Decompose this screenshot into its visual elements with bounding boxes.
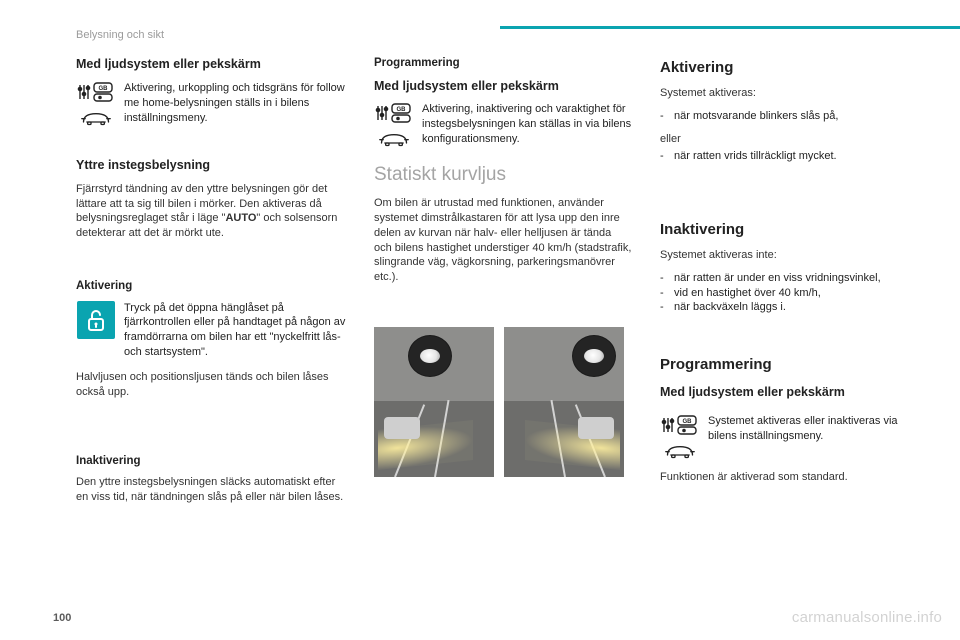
cornering-light-images bbox=[374, 327, 632, 477]
headlight-icon bbox=[572, 335, 616, 377]
lock-text: Tryck på det öppna hänglåset på fjärrkon… bbox=[124, 301, 346, 360]
list-text: vid en hastighet över 40 km/h, bbox=[674, 286, 910, 301]
statiskt-paragraph: Om bilen är utrustad med funktionen, anv… bbox=[374, 196, 632, 285]
content-columns: Med ljudsystem eller pekskärm GB bbox=[76, 52, 920, 513]
heading-programmering-3: Programmering bbox=[660, 355, 910, 375]
column-3: Aktivering Systemet aktiveras: -när mots… bbox=[660, 52, 910, 513]
list-item: -vid en hastighet över 40 km/h, bbox=[660, 286, 910, 301]
akt-intro: Systemet aktiveras: bbox=[660, 86, 910, 101]
settings-icon: GB bbox=[374, 102, 414, 124]
settings-block: GB bbox=[76, 81, 346, 127]
settings-icon: GB bbox=[76, 81, 116, 103]
list-item: -när ratten är under en viss vridningsvi… bbox=[660, 271, 910, 286]
settings-icons-2: GB bbox=[374, 102, 414, 148]
page-number: 100 bbox=[53, 611, 71, 626]
heading-programmering-2: Programmering bbox=[374, 56, 632, 72]
akt-list-2: -när ratten vrids tillräckligt mycket. bbox=[660, 149, 910, 164]
inakt-intro: Systemet aktiveras inte: bbox=[660, 248, 910, 263]
settings-icons: GB bbox=[76, 81, 116, 127]
settings-icon: GB bbox=[660, 414, 700, 436]
final-paragraph: Funktionen är aktiverad som standard. bbox=[660, 470, 910, 485]
settings-icons-3: GB bbox=[660, 414, 700, 460]
heading-yttre: Yttre instegsbelysning bbox=[76, 157, 346, 174]
section-header: Belysning och sikt bbox=[76, 28, 164, 43]
heading-med-3: Med ljudsystem eller pekskärm bbox=[660, 384, 910, 401]
svg-text:GB: GB bbox=[397, 107, 407, 113]
car-front-icon bbox=[377, 128, 411, 148]
lock-block: Tryck på det öppna hänglåset på fjärrkon… bbox=[76, 301, 346, 360]
settings-block-2: GB bbox=[374, 102, 632, 148]
heading-inaktivering-3: Inaktivering bbox=[660, 220, 910, 240]
settings-text-2: Aktivering, inaktivering och varaktighet… bbox=[422, 102, 632, 147]
inaktivering-p: Den yttre instegsbelysningen släcks auto… bbox=[76, 475, 346, 505]
heading-med-ljudsystem: Med ljudsystem eller pekskärm bbox=[76, 56, 346, 73]
akt-list: -när motsvarande blinkers slås på, bbox=[660, 109, 910, 124]
heading-med-2: Med ljudsystem eller pekskärm bbox=[374, 78, 632, 95]
svg-text:GB: GB bbox=[99, 86, 109, 92]
unlock-icon bbox=[77, 301, 115, 339]
settings-text-3: Systemet aktiveras eller inaktiveras via… bbox=[708, 414, 910, 444]
headlight-icon bbox=[408, 335, 452, 377]
auto-bold: AUTO bbox=[225, 212, 256, 224]
akt-or: eller bbox=[660, 132, 910, 147]
car-front-icon bbox=[663, 440, 697, 460]
inakt-list: -när ratten är under en viss vridningsvi… bbox=[660, 271, 910, 316]
list-item: -när ratten vrids tillräckligt mycket. bbox=[660, 149, 910, 164]
list-item: -när motsvarande blinkers slås på, bbox=[660, 109, 910, 124]
list-text: när ratten är under en viss vridningsvin… bbox=[674, 271, 910, 286]
list-item: -när backväxeln läggs i. bbox=[660, 300, 910, 315]
column-1: Med ljudsystem eller pekskärm GB bbox=[76, 52, 346, 513]
column-2: Programmering Med ljudsystem eller peksk… bbox=[374, 52, 632, 513]
list-text: när motsvarande blinkers slås på, bbox=[674, 109, 910, 124]
list-text: när ratten vrids tillräckligt mycket. bbox=[674, 149, 910, 164]
heading-aktivering-1: Aktivering bbox=[76, 279, 346, 295]
heading-aktivering-3: Aktivering bbox=[660, 58, 910, 78]
settings-block-3: GB bbox=[660, 414, 910, 460]
car-front-icon bbox=[79, 107, 113, 127]
watermark: carmanualsonline.info bbox=[792, 608, 942, 628]
cornering-image-left bbox=[374, 327, 494, 477]
top-accent-rule bbox=[500, 26, 960, 29]
cornering-image-right bbox=[504, 327, 624, 477]
lock-icon-wrap bbox=[76, 301, 116, 339]
settings-text: Aktivering, urkoppling och tidsgräns för… bbox=[124, 81, 346, 126]
list-text: när backväxeln läggs i. bbox=[674, 300, 910, 315]
heading-statiskt: Statiskt kurvljus bbox=[374, 162, 632, 188]
heading-inaktivering-1: Inaktivering bbox=[76, 454, 346, 470]
yttre-paragraph: Fjärrstyrd tändning av den yttre belysni… bbox=[76, 182, 346, 241]
aktivering-p2: Halvljusen och positionsljusen tänds och… bbox=[76, 370, 346, 400]
svg-text:GB: GB bbox=[683, 419, 693, 425]
